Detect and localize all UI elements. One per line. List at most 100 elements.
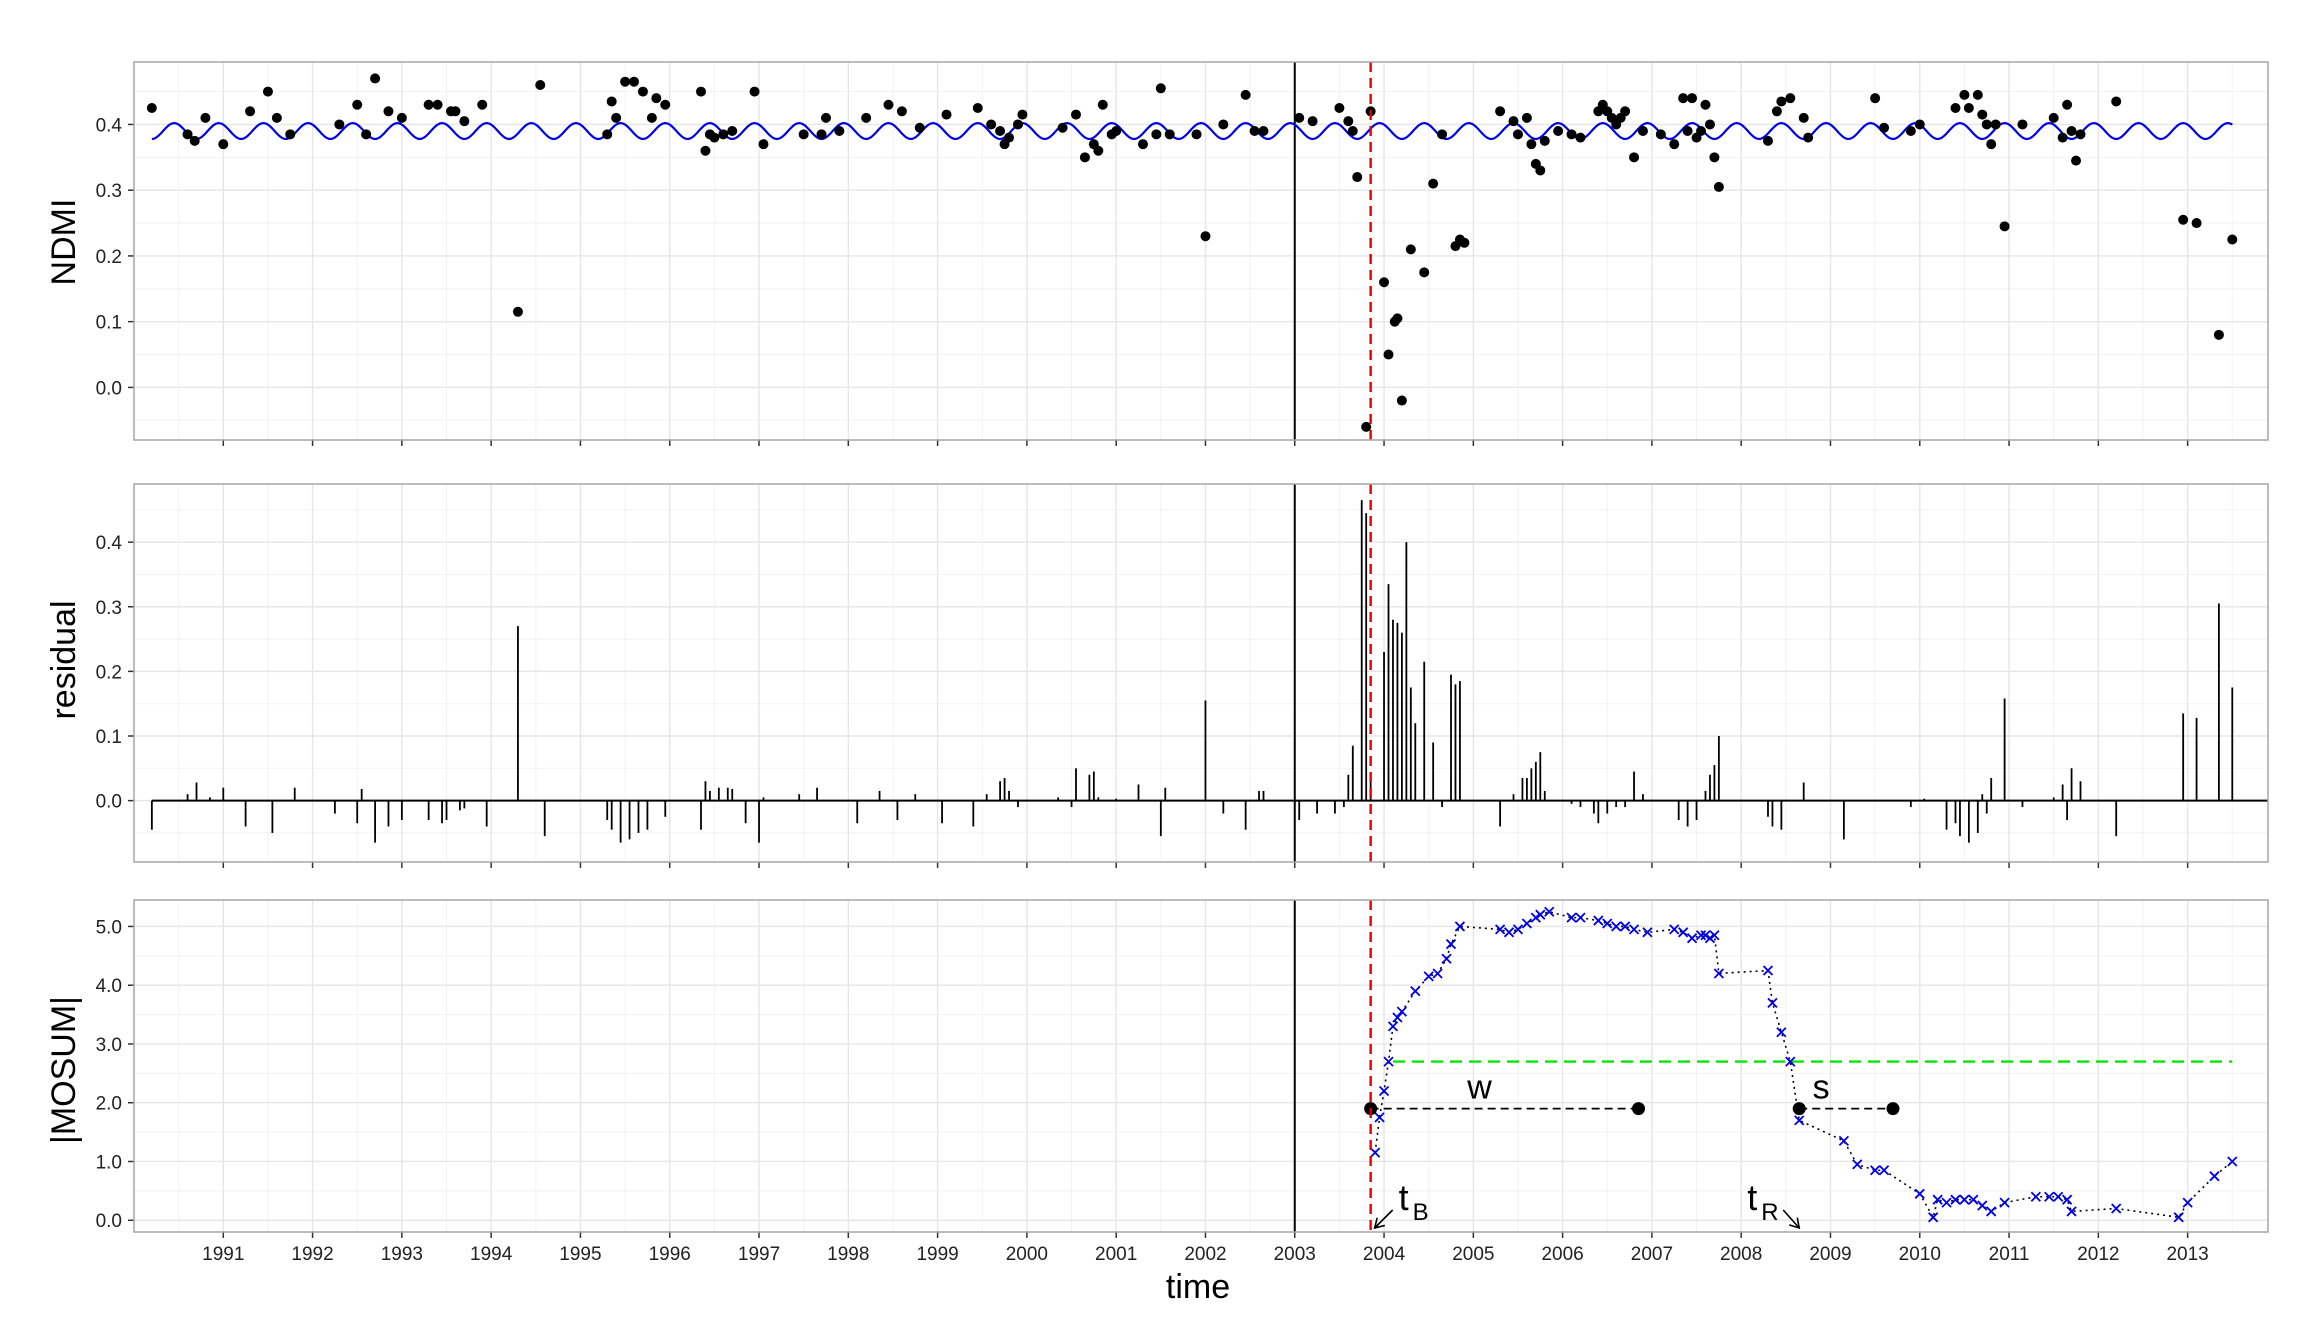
ndmi-point [2066, 126, 2077, 137]
mosum-point-stroke [1785, 1056, 1796, 1067]
mosum-point [1410, 985, 1421, 997]
ndmi-point [629, 76, 640, 87]
mosum-point [1986, 1206, 1997, 1217]
tB-arrowhead [1373, 1217, 1386, 1230]
ndmi-point [1682, 126, 1693, 137]
ndmi-point [651, 93, 662, 104]
mosum-point [1642, 927, 1653, 938]
ndmi-point [1512, 129, 1523, 140]
mosum-point-stroke [2053, 1191, 2064, 1202]
mosum-point [2030, 1191, 2041, 1202]
ndmi-point [816, 129, 827, 140]
x-tick-label: 2005 [1452, 1244, 1494, 1265]
panel-border [133, 61, 2269, 441]
mosum-point-stroke [2173, 1212, 2184, 1223]
mosum-point [1932, 1194, 1943, 1205]
mosum-point-stroke [1999, 1197, 2010, 1208]
mosum-point-stroke [1454, 921, 1466, 932]
mosum-point [1999, 1197, 2010, 1208]
x-tick-label: 2006 [1541, 1244, 1583, 1265]
mosum-point [1454, 921, 1466, 932]
mosum-point [1950, 1194, 1961, 1205]
mosum-point-stroke [1575, 912, 1586, 923]
mosum-point-stroke [1852, 1159, 1863, 1170]
mosum-point-stroke [2111, 1203, 2122, 1214]
ndmi-point [2111, 96, 2122, 107]
ndmi-point [1396, 395, 1407, 406]
mosum-point [1776, 1027, 1787, 1038]
ndmi-point [2048, 112, 2059, 123]
mosum-point-stroke [1968, 1194, 1979, 1205]
ndmi-point [512, 306, 523, 317]
ndmi-point [459, 116, 470, 127]
ndmi-point [182, 129, 193, 140]
ndmi-point [1240, 89, 1251, 100]
ndmi-point [271, 112, 282, 123]
ndmi-point [1905, 126, 1916, 137]
mosum-point [2061, 1194, 2073, 1205]
mosum-point [1869, 1165, 1881, 1176]
ndmi-point [1392, 313, 1403, 324]
ndmi-point [200, 112, 211, 123]
mosum-point [1566, 912, 1577, 923]
mosum-point-stroke [1709, 930, 1720, 941]
mosum-point [1593, 915, 1604, 926]
ndmi-point [1678, 93, 1689, 104]
y-tick-label: 1.0 [96, 1152, 122, 1173]
ndmi-point [1637, 126, 1648, 137]
ndmi-point [602, 129, 613, 140]
mosum-point-stroke [2182, 1197, 2193, 1208]
x-tick-label: 1996 [649, 1244, 691, 1265]
x-tick-label: 2004 [1363, 1244, 1406, 1265]
harmonic-fit-line [151, 122, 2233, 141]
ndmi-point [1218, 119, 1229, 130]
mosum-point-stroke [1669, 924, 1680, 935]
mosum-point-stroke [1494, 924, 1506, 935]
y-tick-label: 0.3 [96, 181, 122, 202]
ndmi-point [820, 112, 831, 123]
mosum-point [1494, 924, 1506, 935]
ndmi-point [972, 103, 983, 114]
y-tick-label: 4.0 [96, 976, 122, 997]
mosum-point [1369, 1147, 1381, 1158]
mosum-point [1695, 930, 1707, 941]
ndmi-point [1999, 221, 2010, 232]
ndmi-point [1258, 126, 1269, 137]
panel-background [134, 484, 2268, 862]
ndmi-point [1352, 172, 1363, 183]
mosum-point [1503, 927, 1515, 938]
ndmi-point [986, 119, 997, 130]
mosum-point-stroke [1441, 953, 1452, 964]
mosum-point [1441, 953, 1452, 964]
tR-arrowhead [1788, 1217, 1801, 1230]
ndmi-point [361, 129, 372, 140]
ndmi-point [646, 112, 657, 123]
window-s-label: s [1813, 1069, 1830, 1107]
ndmi-point [1093, 145, 1104, 156]
x-tick-label: 2012 [2077, 1244, 2119, 1265]
mosum-point-stroke [1678, 927, 1689, 938]
mosum-point [1383, 1056, 1394, 1067]
ndmi-point [1963, 103, 1974, 114]
ndmi-point [1097, 99, 1108, 110]
ndmi-point [1709, 152, 1720, 163]
ndmi-point [262, 86, 273, 97]
ndmi-point [1111, 126, 1122, 137]
mosum-point-stroke [1544, 906, 1555, 917]
y-tick-label: 0.1 [96, 313, 122, 334]
ndmi-point [695, 86, 706, 97]
mosum-point [2209, 1171, 2220, 1182]
ndmi-point [1017, 109, 1028, 120]
mosum-point-stroke [1932, 1194, 1943, 1205]
y-tick-label: 0.1 [96, 727, 122, 748]
ndmi-point [700, 145, 711, 156]
x-tick-label: 2000 [1006, 1244, 1048, 1265]
mosum-point-stroke [1432, 968, 1443, 979]
mosum-point [2066, 1206, 2077, 1217]
mosum-point-stroke [1445, 938, 1457, 950]
ndmi-point [2075, 129, 2086, 140]
x-tick-label: 1997 [738, 1244, 780, 1265]
ndmi-point [146, 103, 157, 114]
mosum-ylabel: |MOSUM| [45, 996, 83, 1144]
x-tick-label: 1995 [559, 1244, 601, 1265]
